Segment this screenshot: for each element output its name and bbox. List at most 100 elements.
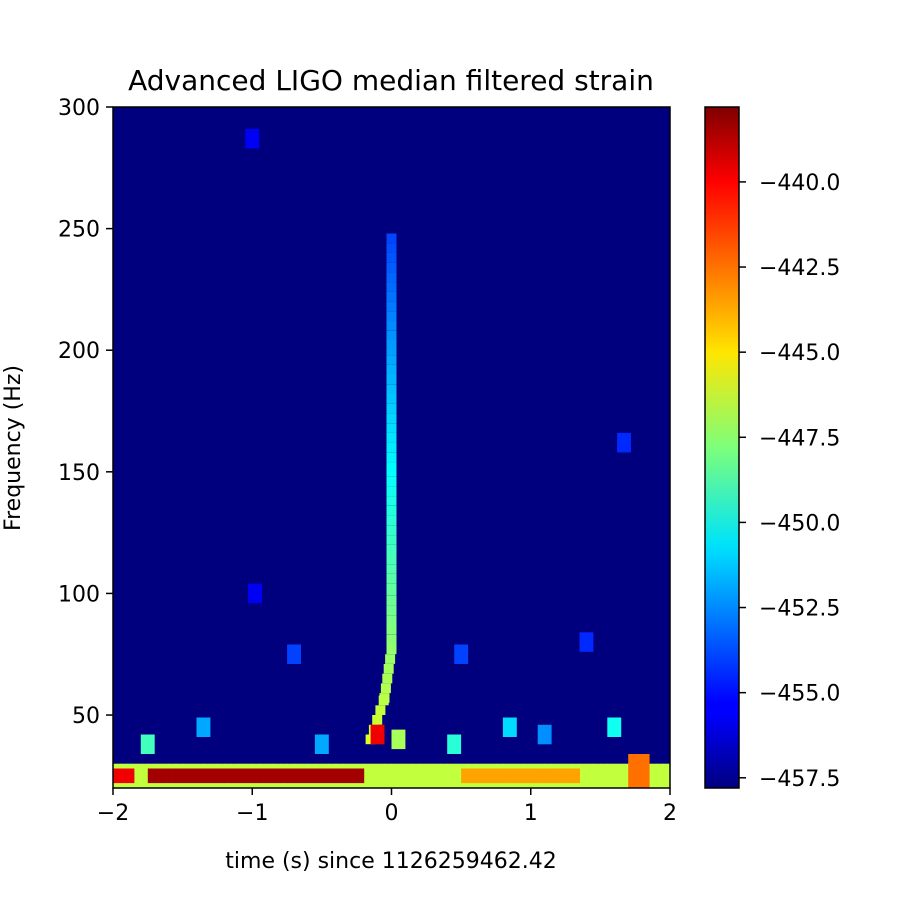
colorbar-tick-label: −452.5 [759,597,840,622]
heatmap-cell [502,717,517,737]
heatmap-cell [386,595,397,606]
heatmap-cell [386,423,397,433]
heatmap-cell [175,768,184,784]
heatmap-cell [356,768,365,784]
heatmap-cell [635,754,643,788]
heatmap-cell [379,693,390,703]
heatmap-cell [386,554,397,565]
colorbar: −440.0 −442.5 −445.0 −447.5 −450.0 −452.5 −455… [704,106,840,792]
colorbar-tick-label: −450.0 [759,511,840,536]
heatmap-cell [586,763,594,788]
heatmap-cell [447,763,455,788]
x-axis: −2 −1 0 1 2 [97,788,677,826]
heatmap-cell [380,683,391,694]
heatmap-cell [154,768,163,784]
heatmap-cell [386,364,397,375]
heatmap-cell [386,301,397,312]
heatmap-cell [551,768,560,784]
heatmap-cell [649,763,657,788]
heatmap-cell [252,768,260,784]
x-tick-label: 2 [663,801,677,826]
heatmap-cell [386,644,397,655]
heatmap-cell [391,763,399,788]
colorbar-tick-label: −457.5 [759,767,840,792]
heatmap-cell [621,763,629,788]
heatmap-cell [113,768,121,784]
heatmap-cell [342,768,351,784]
heatmap-cell [328,768,337,784]
heatmap-cell [386,413,397,424]
heatmap-cell [386,403,397,414]
heatmap-cell [537,724,552,745]
heatmap-cell [386,321,397,331]
heatmap-cell [335,768,344,784]
heatmap-cell [447,734,462,754]
heatmap-cell [386,432,397,443]
heatmap-cell [196,768,205,784]
heatmap-cell [482,768,490,784]
heatmap-cell [523,768,532,784]
chart-title: Advanced LIGO median filtered strain [128,64,654,97]
heatmap-cell [386,535,397,545]
heatmap-cell [628,754,636,788]
heatmap-cell [301,768,309,784]
heatmap-cell [370,763,379,788]
heatmap-cell [386,340,397,351]
heatmap-cell [248,583,262,604]
heatmap-cell [663,763,670,788]
heatmap-cell [386,442,397,453]
y-axis-label: Frequency (Hz) [1,365,26,531]
heatmap-cell [391,729,406,750]
heatmap-cell [266,768,274,784]
heatmap-cell [386,615,397,625]
heatmap-cell [349,768,358,784]
heatmap-cell [607,717,622,737]
heatmap-cell [372,715,383,725]
heatmap-cell [607,763,615,788]
colorbar-tick-label: −455.0 [759,682,840,707]
heatmap-cell [224,768,232,784]
heatmap-cell [495,768,504,784]
heatmap-cell [321,768,330,784]
heatmap-cell [386,291,397,302]
heatmap-cell [617,432,631,453]
heatmap-cell [147,768,156,784]
heatmap-cell [386,311,397,321]
heatmap-cell [614,763,622,788]
heatmap-cell [426,763,434,788]
heatmap-cell [120,768,128,784]
heatmap-cell [375,705,386,715]
heatmap-cell [161,768,170,784]
heatmap-cell [509,768,518,784]
heatmap-cell [386,634,397,645]
heatmap-cell [386,486,397,497]
colorbar-tick-label: −445.0 [759,341,840,366]
heatmap-cell [386,496,397,506]
colorbar-gradient [704,106,740,789]
heatmap-cell [475,768,483,784]
heatmap-cell [572,768,580,784]
heatmap-cell [593,763,601,788]
heatmap-cell [516,768,525,784]
heatmap-cell [386,505,397,516]
heatmap-cell [133,763,142,788]
heatmap-cell [386,355,397,365]
heatmap-cell [231,768,239,784]
heatmap-cell [386,515,397,526]
heatmap-cell [386,605,397,616]
heatmap-cell [386,272,397,283]
heatmap-cell [386,583,397,594]
heatmap-cell [386,262,397,273]
heatmap-cell [203,768,211,784]
heatmap-cell [544,768,553,784]
heatmap-cell [140,734,155,754]
heatmap-cell [196,717,211,737]
heatmap-cell [370,724,385,745]
heatmap-cell [579,632,594,652]
x-tick-label: 1 [524,801,538,826]
heatmap-cell [308,768,316,784]
colorbar-tick-label: −442.5 [759,256,840,281]
colorbar-tick-label: −447.5 [759,426,840,451]
